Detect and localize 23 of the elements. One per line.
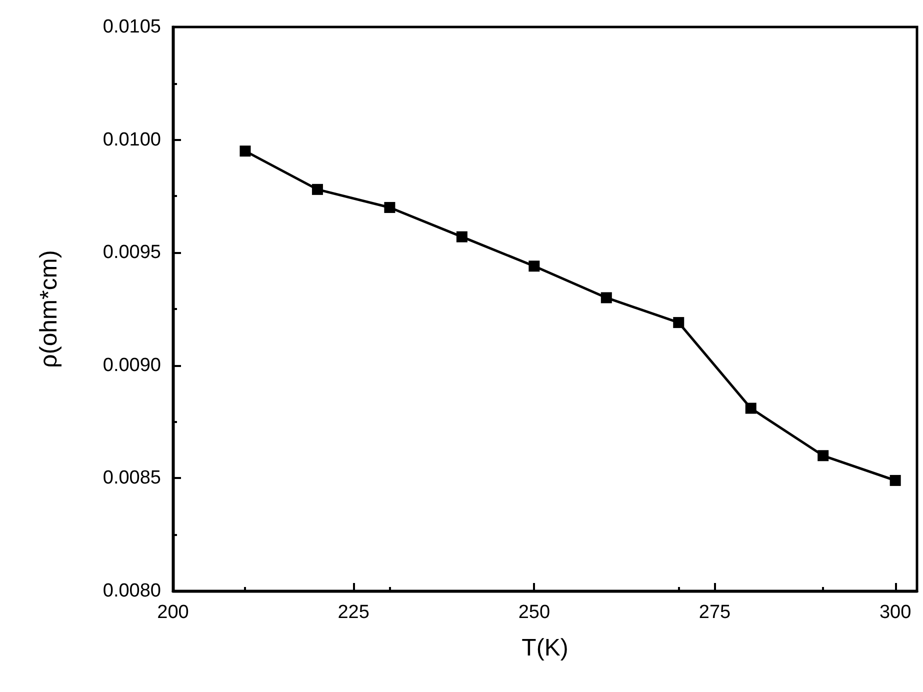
point [456, 231, 468, 242]
y-axis-title: ρ(ohm*cm) [36, 250, 62, 368]
point [890, 474, 901, 486]
y-tick-label: 0.0105 [102, 16, 161, 38]
point [673, 317, 684, 328]
point [384, 202, 396, 213]
x-tick-label: 300 [879, 602, 912, 623]
point [240, 146, 251, 157]
point [312, 184, 323, 195]
y-tick-label: 0.0090 [102, 354, 161, 376]
point [818, 450, 829, 462]
x-tick-label: 275 [698, 602, 731, 623]
y-tick-label: 0.0080 [102, 580, 161, 602]
x-tick-label: 250 [518, 602, 550, 623]
x-tick-label: 225 [338, 602, 370, 623]
point [528, 260, 540, 272]
point [745, 402, 756, 414]
y-tick-label: 0.0100 [102, 129, 161, 150]
y-tick-label: 0.0095 [102, 242, 161, 264]
x-tick-label: 200 [157, 602, 189, 623]
x-axis-title: T(K) [522, 634, 568, 662]
point [600, 292, 612, 304]
y-tick-label: 0.0085 [102, 468, 161, 489]
